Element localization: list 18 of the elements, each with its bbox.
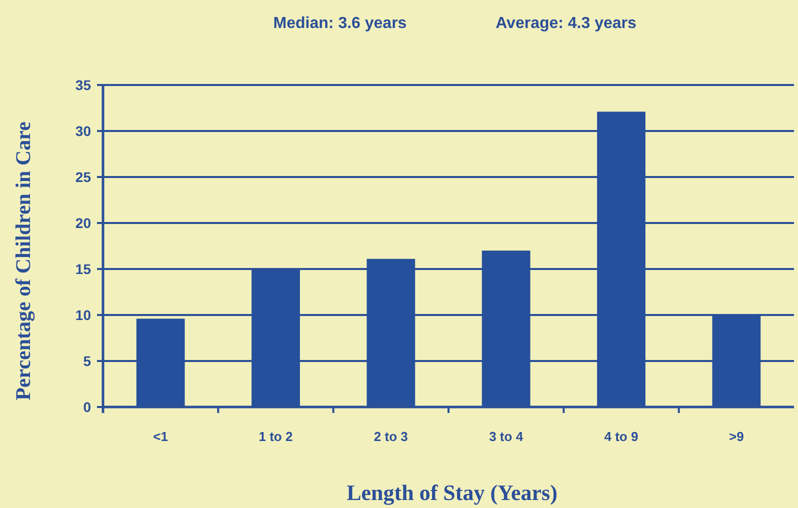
text: Median: 3.6 years <box>273 15 407 32</box>
y-tick-label: 5 <box>83 352 92 369</box>
y-tick-label: 0 <box>83 398 92 415</box>
y-tick-label: 20 <box>75 214 92 231</box>
y-tick-label: 25 <box>75 168 92 185</box>
y-tick-label: 30 <box>75 122 92 139</box>
x-tick-label: 1 to 2 <box>258 429 293 444</box>
x-axis-title: Length of Stay (Years) <box>346 480 558 505</box>
text: Average: 4.3 years <box>496 15 637 32</box>
x-tick-label: <1 <box>153 429 168 444</box>
x-tick-label: 2 to 3 <box>374 429 408 444</box>
y-tick-label: 35 <box>75 76 92 93</box>
x-tick-label: >9 <box>729 429 744 444</box>
y-tick-label: 15 <box>75 260 92 277</box>
y-axis-title: Percentage of Children in Care <box>11 122 35 400</box>
y-tick-label: 10 <box>75 306 92 323</box>
x-tick-label: 4 to 9 <box>604 429 638 444</box>
x-tick-label: 3 to 4 <box>489 429 524 444</box>
